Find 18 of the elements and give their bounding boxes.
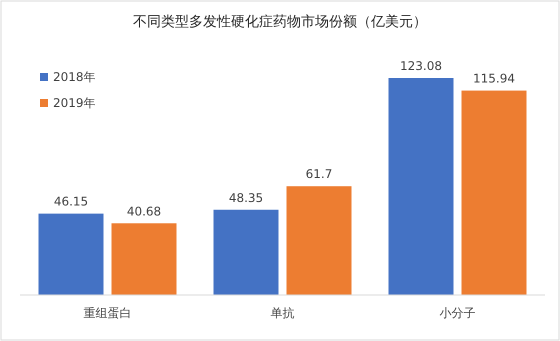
legend-label: 2019年 [53, 96, 96, 110]
bar [462, 90, 526, 295]
data-label: 48.35 [228, 190, 264, 205]
bar [214, 210, 278, 295]
bar [286, 186, 352, 295]
data-label: 46.15 [54, 194, 88, 209]
chart-title: 不同类型多发性硬化症药物市场份额（亿美元） [133, 14, 427, 30]
bar [38, 214, 104, 295]
data-label: 40.68 [126, 204, 162, 218]
x-tick-label: 单抗 [270, 306, 294, 320]
data-label: 115.94 [473, 72, 515, 86]
data-label: 61.7 [306, 167, 332, 182]
x-tick-label: 重组蛋白 [84, 306, 132, 320]
bar [388, 78, 454, 295]
data-label: 123.08 [400, 59, 442, 73]
legend-label: 2018年 [53, 70, 96, 84]
x-tick-label: 小分子 [440, 306, 476, 320]
bar [112, 223, 176, 295]
